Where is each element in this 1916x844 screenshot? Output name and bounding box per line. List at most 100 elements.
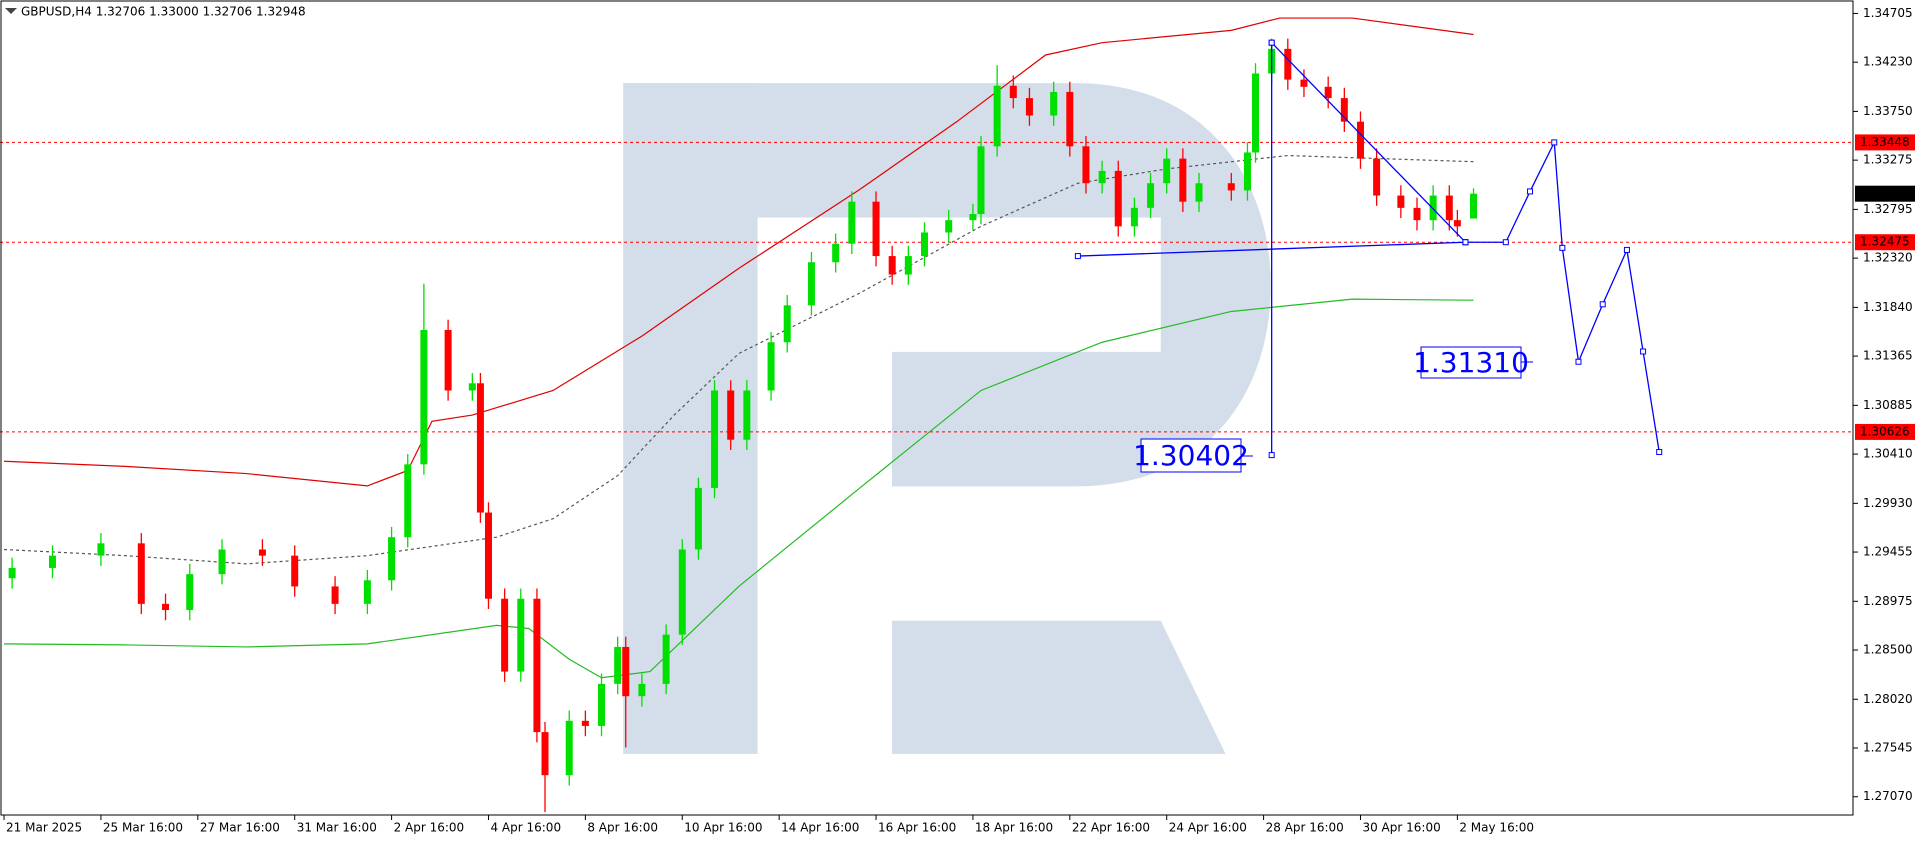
x-tick-label: 24 Apr 16:00 bbox=[1169, 821, 1247, 835]
candle-body bbox=[258, 549, 266, 556]
x-tick-label: 28 Apr 16:00 bbox=[1266, 821, 1344, 835]
candle-body bbox=[1195, 183, 1203, 202]
trendline-point bbox=[1268, 39, 1275, 46]
y-tick-label: 1.27070 bbox=[1863, 789, 1913, 803]
y-tick-label: 1.31840 bbox=[1863, 300, 1913, 314]
candle-body bbox=[1163, 158, 1171, 184]
forecast-point bbox=[1599, 301, 1606, 308]
candle-body bbox=[920, 232, 928, 257]
candle-body bbox=[872, 201, 880, 257]
candle-body bbox=[565, 720, 573, 776]
x-tick-label: 31 Mar 16:00 bbox=[297, 821, 377, 835]
x-tick-label: 30 Apr 16:00 bbox=[1362, 821, 1440, 835]
candle-body bbox=[1114, 170, 1122, 227]
candle-body bbox=[638, 683, 646, 697]
candle-body bbox=[969, 214, 977, 221]
candle-body bbox=[1252, 73, 1260, 153]
watermark-stem bbox=[623, 83, 758, 754]
candle-body bbox=[662, 634, 670, 684]
candle-body bbox=[1243, 152, 1251, 191]
x-tick-label: 10 Apr 16:00 bbox=[684, 821, 762, 835]
forecast-point bbox=[1559, 244, 1566, 251]
forecast-point bbox=[1656, 449, 1663, 456]
candle-body bbox=[468, 383, 476, 391]
symbol-icon bbox=[5, 8, 17, 14]
watermark bbox=[623, 83, 1271, 754]
forecast-point bbox=[1527, 188, 1534, 195]
price-tag bbox=[1855, 185, 1915, 202]
candle-body bbox=[97, 543, 105, 556]
x-tick-label: 4 Apr 16:00 bbox=[490, 821, 561, 835]
candle-body bbox=[807, 262, 815, 306]
candle-body bbox=[743, 390, 751, 440]
candle-body bbox=[711, 390, 719, 488]
chart-title: GBPUSD,H4 1.32706 1.33000 1.32706 1.3294… bbox=[21, 5, 306, 19]
level-tag bbox=[1855, 423, 1915, 440]
trendline bbox=[1271, 42, 1466, 243]
watermark-bowl bbox=[757, 83, 1271, 487]
candle-body bbox=[678, 549, 686, 635]
band-line bbox=[4, 17, 1474, 487]
level-tag bbox=[1855, 134, 1915, 151]
y-tick-label: 1.29930 bbox=[1863, 496, 1913, 510]
annotation-box: 1.30402 bbox=[1133, 438, 1253, 473]
y-tick-label: 1.31365 bbox=[1863, 349, 1913, 363]
candle-body bbox=[162, 603, 170, 611]
candle-body bbox=[1066, 91, 1074, 147]
candle-body bbox=[993, 85, 1001, 147]
candle-body bbox=[888, 256, 896, 275]
candle-body bbox=[48, 555, 56, 568]
x-tick-label: 21 Mar 2025 bbox=[6, 821, 82, 835]
candle-body bbox=[832, 243, 840, 263]
forecast-point bbox=[1502, 239, 1509, 246]
band-line bbox=[4, 154, 1474, 565]
candle-body bbox=[614, 646, 622, 684]
y-tick-label: 1.30410 bbox=[1863, 447, 1913, 461]
forecast-point bbox=[1640, 348, 1647, 355]
candle-body bbox=[1324, 86, 1332, 99]
candle-body bbox=[541, 732, 549, 776]
candle-body bbox=[1050, 91, 1058, 116]
candle-body bbox=[1284, 48, 1292, 80]
forecast-point bbox=[1623, 246, 1630, 253]
candle-body bbox=[694, 487, 702, 550]
trendline-point bbox=[1462, 239, 1469, 246]
x-tick-label: 25 Mar 16:00 bbox=[103, 821, 183, 835]
candle-body bbox=[476, 383, 484, 513]
candle-body bbox=[977, 146, 985, 215]
candle-body bbox=[1356, 121, 1364, 159]
y-tick-label: 1.29455 bbox=[1863, 545, 1913, 559]
x-tick-label: 14 Apr 16:00 bbox=[781, 821, 859, 835]
candle-body bbox=[1300, 79, 1308, 87]
level-label: 1.30626 bbox=[1860, 424, 1910, 438]
candle-body bbox=[581, 720, 589, 726]
annotation-label: 1.30402 bbox=[1133, 439, 1249, 472]
candle-body bbox=[1413, 207, 1421, 221]
candle-body bbox=[501, 598, 509, 672]
x-tick-label: 8 Apr 16:00 bbox=[587, 821, 658, 835]
candle-body bbox=[331, 586, 339, 604]
candle-body bbox=[1453, 220, 1461, 227]
candle-body bbox=[1130, 207, 1138, 227]
candle-body bbox=[404, 464, 412, 538]
candle-body bbox=[517, 598, 525, 672]
y-tick-label: 1.33275 bbox=[1863, 153, 1913, 167]
x-tick-label: 2 May 16:00 bbox=[1459, 821, 1534, 835]
candle-body bbox=[291, 555, 299, 587]
candle-body bbox=[388, 537, 396, 581]
annotation-frame bbox=[1140, 438, 1242, 473]
icon-arrow bbox=[5, 8, 17, 14]
y-tick-label: 1.30885 bbox=[1863, 398, 1913, 412]
y-tick-label: 1.32795 bbox=[1863, 202, 1913, 216]
forecast-point bbox=[1575, 358, 1582, 365]
watermark-leg bbox=[891, 620, 1226, 754]
x-tick-label: 22 Apr 16:00 bbox=[1072, 821, 1150, 835]
candle-body bbox=[1227, 183, 1235, 191]
level-label: 1.33448 bbox=[1860, 135, 1910, 149]
x-tick-label: 2 Apr 16:00 bbox=[394, 821, 465, 835]
candle-body bbox=[848, 201, 856, 244]
candle-body bbox=[1470, 193, 1478, 219]
candle-body bbox=[1025, 98, 1033, 116]
y-tick-label: 1.28500 bbox=[1863, 643, 1913, 657]
